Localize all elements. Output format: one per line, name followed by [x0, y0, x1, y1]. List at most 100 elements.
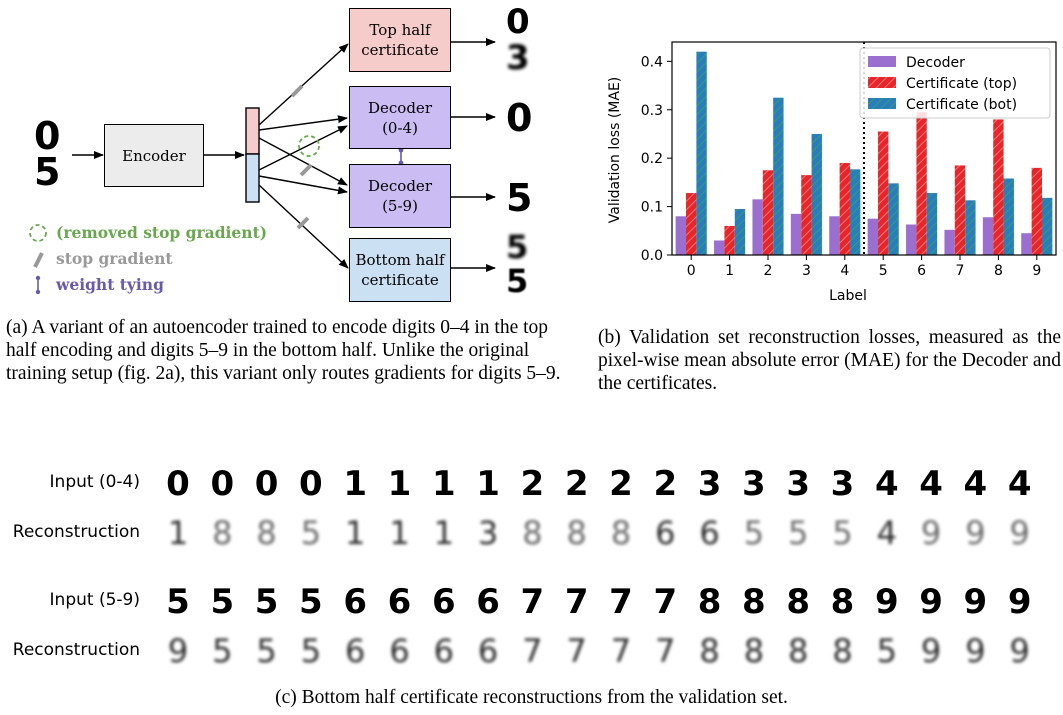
stop-gradient-mark-bottom	[296, 216, 310, 230]
bar-decoder-0	[675, 216, 687, 255]
input-digit: 1	[387, 464, 412, 504]
reconstruction-digit: 5	[743, 514, 765, 552]
input-digit: 6	[476, 582, 500, 622]
reconstruction-digit: 5	[300, 514, 322, 552]
output-bottom-cert-digit-2: 5	[506, 262, 529, 300]
x-tick-label: 8	[994, 263, 1003, 279]
reconstruction-digit: 4	[876, 514, 897, 552]
reconstruction-digit: 7	[566, 632, 587, 670]
input-digit: 5	[254, 582, 279, 622]
input-digit: 6	[343, 582, 368, 622]
reconstruction-digit: 5	[300, 632, 322, 670]
arrow-latent-decoder-top-b	[258, 125, 348, 171]
bar-certificate-top-9	[1031, 167, 1042, 255]
legend-stop-gradient: stop gradient	[56, 249, 173, 268]
reconstruction-digit: 1	[433, 514, 454, 552]
reconstruction-digit: 9	[1009, 632, 1030, 670]
input-digit: 0	[210, 464, 235, 504]
legend-weight-tying: weight tying	[56, 275, 164, 294]
bar-decoder-2	[752, 199, 763, 255]
bar-certificate-top-8	[993, 119, 1004, 255]
input-digit: 4	[963, 464, 988, 504]
x-tick-label: 3	[802, 263, 811, 279]
input-digit: 9	[1007, 582, 1032, 622]
x-tick-label: 1	[725, 263, 734, 279]
legend-label: Certificate (bot)	[906, 97, 1017, 113]
chart-axes: 0 1 2 3 4 5 6 7 8 9 0.0 0.1 0.2 0.3 0.4	[641, 41, 1057, 279]
legend-label: Certificate (top)	[906, 76, 1017, 92]
chart-xlabel: Label	[829, 288, 867, 304]
reconstruction-digit: 5	[788, 514, 809, 552]
input-digit: 1	[476, 464, 500, 504]
x-tick-label: 0	[687, 263, 696, 279]
row-label: Reconstruction	[12, 522, 140, 542]
input-digit: 4	[919, 464, 943, 504]
reconstruction-digit: 6	[389, 632, 410, 670]
bar-decoder-6	[906, 224, 917, 255]
bar-certificate-bot-5	[888, 183, 899, 255]
reconstruction-digit: 9	[965, 514, 986, 552]
reconstruction-digit: 6	[433, 632, 454, 670]
input-digit: 8	[786, 582, 811, 622]
input-digit: 8	[830, 582, 855, 622]
bar-certificate-bot-8	[1003, 178, 1014, 255]
input-digit-bottom: 5	[34, 150, 61, 194]
input-digit: 7	[520, 582, 545, 622]
x-tick-label: 5	[879, 263, 888, 279]
top-certificate-box: Top half certificate	[349, 8, 451, 72]
input-digit: 3	[742, 464, 766, 504]
reconstruction-digit: 5	[212, 632, 233, 670]
y-tick-label: 0.0	[641, 248, 663, 264]
arrow-latent-decoder-bottom-a	[258, 137, 348, 186]
reconstruction-digit: 1	[167, 514, 189, 552]
removed-stop-gradient-mark	[298, 135, 320, 157]
chart-bars	[675, 51, 1053, 256]
bar-decoder-1	[714, 240, 725, 255]
output-decoder-top-digit: 0	[506, 96, 533, 140]
input-digit: 5	[210, 582, 235, 622]
reconstruction-digit: 5	[832, 514, 853, 552]
y-tick-label: 0.2	[641, 151, 663, 167]
x-tick-label: 6	[917, 263, 926, 279]
output-top-cert-digit-2: 3	[506, 38, 530, 78]
reconstruction-digit: 9	[920, 514, 942, 552]
reconstruction-digit: 6	[699, 514, 720, 552]
reconstruction-digit: 8	[743, 632, 765, 670]
legend-box	[859, 47, 1051, 119]
input-digit: 8	[697, 582, 722, 622]
input-digit: 0	[299, 464, 323, 504]
reconstruction-digit: 9	[167, 632, 189, 670]
arrow-latent-top-cert	[258, 43, 349, 126]
bar-certificate-bot-6	[926, 193, 938, 255]
reconstruction-digit: 7	[522, 632, 543, 670]
input-digit: 2	[520, 464, 545, 504]
legend-swatch	[868, 98, 896, 109]
caption-b: (b) Validation set reconstruction losses…	[598, 327, 1061, 394]
bar-decoder-4	[829, 216, 840, 255]
bar-certificate-top-4	[839, 163, 850, 255]
bar-certificate-bot-2	[773, 97, 784, 255]
input-digit: 9	[874, 582, 899, 622]
input-digit: 6	[431, 582, 456, 622]
stop-gradient-mark-middle	[299, 163, 313, 177]
bar-decoder-5	[867, 218, 879, 255]
y-tick-label: 0.1	[641, 200, 663, 216]
reconstruction-digit: 8	[832, 632, 853, 670]
latent-bottom-half	[245, 153, 260, 203]
encoder-box: Encoder	[104, 124, 204, 187]
input-digit: 4	[1007, 464, 1032, 504]
input-digit: 9	[919, 582, 943, 622]
input-digit: 7	[653, 582, 678, 622]
input-digit: 2	[609, 464, 633, 504]
decoder-top-box: Decoder (0-4)	[349, 86, 451, 149]
bar-certificate-bot-4	[849, 169, 861, 255]
input-digit: 3	[697, 464, 722, 504]
input-digit: 5	[166, 582, 190, 622]
bar-certificate-top-1	[724, 225, 735, 255]
row-label: Input (5-9)	[49, 590, 140, 610]
y-tick-label: 0.3	[641, 103, 663, 119]
legend-swatch	[868, 56, 896, 67]
reconstruction-digit: 8	[256, 514, 277, 552]
row-label: Input (0-4)	[49, 472, 140, 492]
legend-removed-stop-gradient: (removed stop gradient)	[56, 223, 268, 242]
